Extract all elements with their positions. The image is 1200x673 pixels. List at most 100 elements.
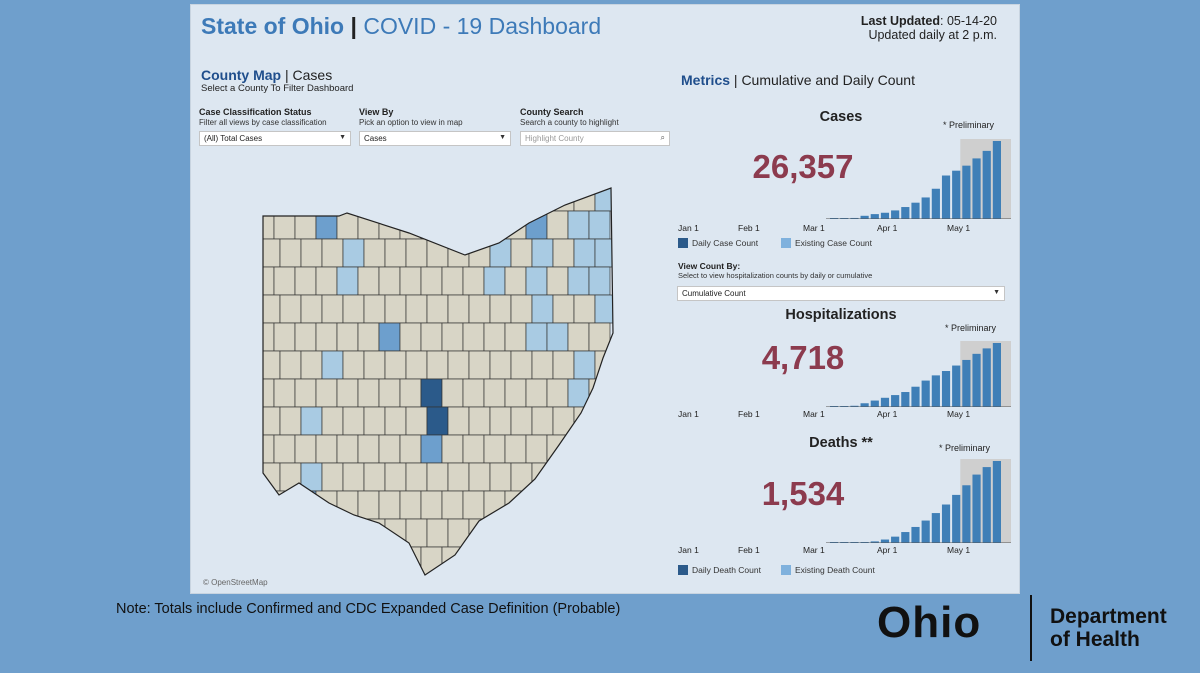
county-shape[interactable]: [462, 266, 485, 296]
county-shape[interactable]: [588, 546, 611, 575]
chart-bar[interactable]: [891, 536, 900, 543]
county-shape[interactable]: [300, 406, 323, 436]
county-shape[interactable]: [399, 266, 422, 296]
county-shape[interactable]: [399, 490, 422, 520]
county-shape[interactable]: [462, 210, 485, 240]
county-shape[interactable]: [378, 434, 401, 464]
chart-bar[interactable]: [941, 175, 951, 219]
county-shape[interactable]: [531, 238, 554, 268]
county-shape[interactable]: [567, 210, 590, 240]
county-shape[interactable]: [525, 322, 548, 352]
county-shape[interactable]: [384, 183, 407, 212]
county-shape[interactable]: [384, 462, 407, 492]
county-shape[interactable]: [489, 238, 512, 268]
county-shape[interactable]: [315, 546, 338, 575]
county-shape[interactable]: [525, 378, 548, 408]
county-shape[interactable]: [405, 350, 428, 380]
county-shape[interactable]: [462, 434, 485, 464]
chart-bar[interactable]: [921, 380, 930, 407]
county-shape[interactable]: [426, 238, 449, 268]
county-shape[interactable]: [489, 294, 512, 324]
county-shape[interactable]: [447, 294, 470, 324]
county-shape[interactable]: [447, 183, 470, 212]
county-shape[interactable]: [259, 462, 281, 492]
county-shape[interactable]: [426, 406, 449, 436]
county-shape[interactable]: [552, 406, 575, 436]
county-shape[interactable]: [363, 518, 386, 548]
county-shape[interactable]: [588, 434, 611, 464]
county-shape[interactable]: [594, 350, 616, 380]
county-shape[interactable]: [342, 462, 365, 492]
ohio-county-map[interactable]: [259, 183, 619, 577]
county-shape[interactable]: [378, 210, 401, 240]
county-shape[interactable]: [573, 183, 596, 212]
county-shape[interactable]: [510, 406, 533, 436]
county-shape[interactable]: [315, 434, 338, 464]
county-shape[interactable]: [462, 322, 485, 352]
county-shape[interactable]: [420, 210, 443, 240]
county-shape[interactable]: [259, 238, 281, 268]
chart-bar[interactable]: [972, 474, 981, 543]
county-shape[interactable]: [588, 490, 611, 520]
county-shape[interactable]: [573, 406, 596, 436]
county-shape[interactable]: [468, 350, 491, 380]
county-shape[interactable]: [483, 490, 506, 520]
county-shape[interactable]: [294, 322, 317, 352]
chart-bar[interactable]: [962, 165, 971, 219]
chart-bar[interactable]: [870, 400, 879, 407]
county-shape[interactable]: [357, 490, 380, 520]
county-shape[interactable]: [321, 406, 344, 436]
county-shape[interactable]: [259, 546, 275, 575]
county-shape[interactable]: [342, 350, 365, 380]
county-shape[interactable]: [489, 183, 512, 212]
case-classification-select[interactable]: (All) Total Cases ▼: [199, 131, 351, 146]
county-shape[interactable]: [504, 546, 527, 575]
county-shape[interactable]: [336, 434, 359, 464]
chart-bar[interactable]: [931, 375, 940, 407]
hospitalizations-chart[interactable]: [826, 341, 1011, 407]
county-shape[interactable]: [531, 462, 554, 492]
county-shape[interactable]: [357, 434, 380, 464]
county-shape[interactable]: [426, 294, 449, 324]
county-shape[interactable]: [363, 406, 386, 436]
chart-bar[interactable]: [982, 150, 991, 219]
county-shape[interactable]: [259, 183, 281, 212]
county-shape[interactable]: [259, 294, 281, 324]
county-shape[interactable]: [420, 490, 443, 520]
chart-bar[interactable]: [941, 504, 951, 543]
county-shape[interactable]: [279, 406, 302, 436]
county-shape[interactable]: [525, 546, 548, 575]
county-shape[interactable]: [259, 378, 275, 408]
county-shape[interactable]: [573, 462, 596, 492]
county-shape[interactable]: [363, 183, 386, 212]
county-shape[interactable]: [300, 294, 323, 324]
county-shape[interactable]: [405, 238, 428, 268]
county-shape[interactable]: [441, 266, 464, 296]
county-shape[interactable]: [483, 378, 506, 408]
county-shape[interactable]: [259, 266, 275, 296]
chart-bar[interactable]: [952, 365, 961, 407]
county-shape[interactable]: [363, 350, 386, 380]
deaths-chart[interactable]: [826, 459, 1011, 543]
county-shape[interactable]: [489, 462, 512, 492]
county-shape[interactable]: [594, 238, 616, 268]
county-shape[interactable]: [447, 406, 470, 436]
county-shape[interactable]: [489, 406, 512, 436]
county-shape[interactable]: [489, 350, 512, 380]
county-shape[interactable]: [531, 294, 554, 324]
county-shape[interactable]: [259, 350, 281, 380]
county-shape[interactable]: [510, 518, 533, 548]
county-shape[interactable]: [259, 434, 275, 464]
county-shape[interactable]: [279, 238, 302, 268]
county-shape[interactable]: [504, 210, 527, 240]
county-shape[interactable]: [552, 518, 575, 548]
county-shape[interactable]: [525, 266, 548, 296]
county-shape[interactable]: [300, 183, 323, 212]
county-shape[interactable]: [573, 238, 596, 268]
county-shape[interactable]: [510, 183, 533, 212]
county-shape[interactable]: [426, 183, 449, 212]
county-shape[interactable]: [279, 183, 302, 212]
chart-bar[interactable]: [982, 348, 991, 407]
county-shape[interactable]: [378, 322, 401, 352]
county-shape[interactable]: [552, 238, 575, 268]
